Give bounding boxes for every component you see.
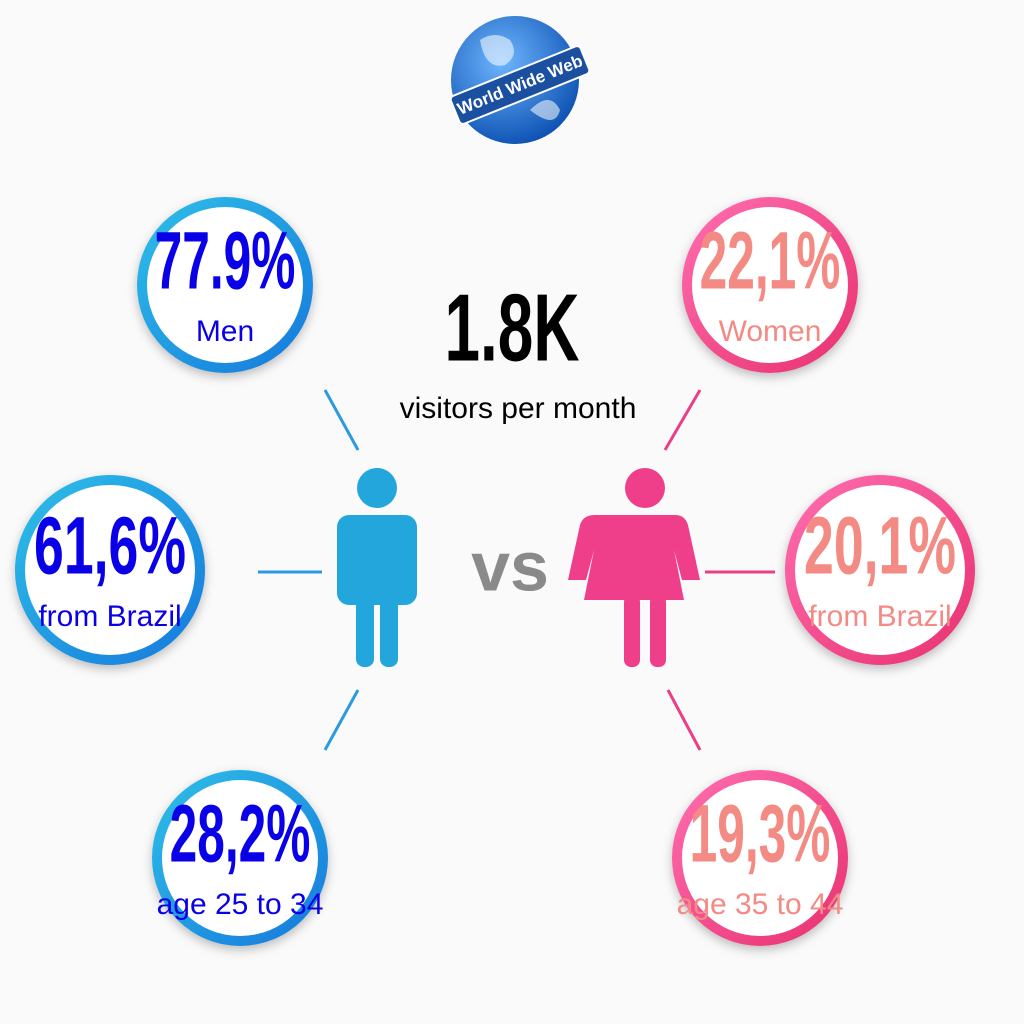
- banner: [449, 45, 591, 125]
- connectors: [258, 389, 775, 751]
- versus: vs: [471, 527, 549, 605]
- men-stats: 77.9% Men 61,6% from Brazil 28,2% age 25 to 3…: [15, 197, 328, 946]
- women-stats: 22,1% Women 20,1% from Brazil 19,3% age 35 to…: [672, 197, 975, 946]
- badge-face: [692, 207, 848, 363]
- stat-badge: 20,1% from Brazil: [785, 475, 975, 665]
- stat-label: age 25 to 34: [157, 888, 324, 921]
- badge-face: [162, 780, 318, 936]
- stat-value: 61,6%: [34, 501, 186, 592]
- stat-label: Women: [719, 315, 822, 348]
- stat-value: 20,1%: [804, 501, 956, 592]
- headline-value: 1.8K: [445, 274, 580, 381]
- stat-label: from Brazil: [808, 600, 951, 633]
- stat-badge: 61,6% from Brazil: [15, 475, 205, 665]
- man-icon: [337, 468, 417, 667]
- stat-label: age 35 to 44: [677, 888, 844, 921]
- badge-face: [147, 207, 303, 363]
- woman-icon: [568, 468, 700, 667]
- logo: World Wide Web: [449, 16, 591, 144]
- stat-label: from Brazil: [38, 600, 181, 633]
- stat-value: 19,3%: [690, 789, 831, 880]
- headline-label: visitors per month: [400, 392, 637, 425]
- stat-value: 22,1%: [700, 216, 841, 307]
- stat-badge: 22,1% Women: [682, 197, 858, 373]
- stat-badge: 77.9% Men: [137, 197, 313, 373]
- stat-label: Men: [196, 315, 254, 348]
- badge-face: [795, 485, 965, 655]
- stat-value: 28,2%: [170, 789, 311, 880]
- badge-face: [682, 780, 838, 936]
- stat-badge: 19,3% age 35 to 44: [672, 770, 848, 946]
- stat-value: 77.9%: [155, 216, 296, 307]
- badge-face: [25, 485, 195, 655]
- stat-badge: 28,2% age 25 to 34: [152, 770, 328, 946]
